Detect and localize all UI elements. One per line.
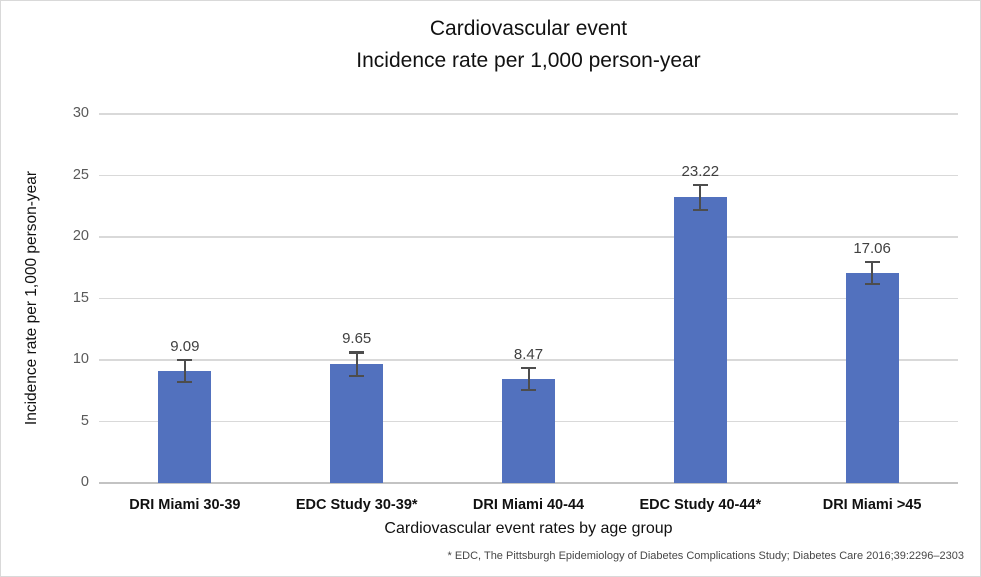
gridline	[99, 359, 958, 361]
gridline	[99, 236, 958, 238]
error-bar	[692, 183, 708, 211]
category-label: DRI Miami 30-39	[129, 497, 241, 513]
y-tick-label: 15	[72, 289, 89, 306]
error-bar-line	[699, 183, 702, 211]
bar-value-label: 17.06	[853, 239, 891, 257]
chart-title: Cardiovascular event	[429, 17, 628, 40]
bar	[158, 371, 212, 483]
category-label: DRI Miami >45	[822, 497, 922, 513]
category-label: DRI Miami 40-44	[472, 497, 585, 513]
bar	[673, 197, 727, 483]
bar-value-label: 23.22	[681, 162, 720, 180]
x-axis-line	[99, 482, 958, 484]
error-bar-cap	[521, 388, 536, 392]
bar	[845, 273, 899, 483]
gridline	[99, 174, 958, 177]
bar	[502, 378, 555, 483]
gridline	[99, 297, 958, 300]
plot-area: 0 5 10 15 20 25 30 9.09 DRI Miami 30-39 9.65 EDC S…	[73, 105, 958, 513]
bar-value-label: 9.09	[170, 337, 200, 355]
error-bar-cap	[864, 260, 880, 264]
category-label: EDC Study 40-44*	[639, 497, 762, 513]
x-axis-title: Cardiovascular event rates by age group	[384, 520, 673, 537]
y-tick-label: 0	[80, 474, 89, 490]
y-tick-label: 10	[72, 351, 89, 367]
bar	[330, 364, 384, 483]
error-bar-cap	[521, 366, 536, 369]
error-bar-line	[871, 260, 874, 286]
error-bar	[177, 358, 193, 384]
y-tick-label: 5	[80, 412, 89, 429]
error-bar-cap	[692, 183, 708, 187]
error-bar-cap	[177, 381, 193, 384]
bar-value-label: 9.65	[342, 330, 372, 348]
y-tick-label: 30	[72, 105, 89, 121]
error-bar-line	[355, 351, 358, 378]
error-bar-cap	[692, 208, 708, 211]
footnote: * EDC, The Pittsburgh Epidemiology of Di…	[447, 550, 965, 562]
error-bar	[864, 260, 880, 286]
y-tick-label: 25	[72, 166, 89, 183]
error-bar-cap	[349, 351, 365, 354]
error-bar-cap	[864, 283, 880, 286]
gridline	[99, 113, 958, 115]
error-bar-line	[527, 366, 530, 392]
error-bar-cap	[177, 358, 193, 362]
error-bar-line	[183, 358, 186, 384]
error-bar-cap	[349, 374, 365, 378]
chart-title-block: Cardiovascular event Incidence rate per …	[99, 13, 958, 77]
chart-subtitle: Incidence rate per 1,000 person-year	[356, 49, 701, 72]
error-bar	[521, 366, 536, 392]
category-label: EDC Study 30-39*	[295, 497, 418, 513]
error-bar	[349, 351, 365, 378]
y-tick-label: 20	[72, 228, 89, 244]
bar-value-label: 8.47	[513, 345, 544, 363]
